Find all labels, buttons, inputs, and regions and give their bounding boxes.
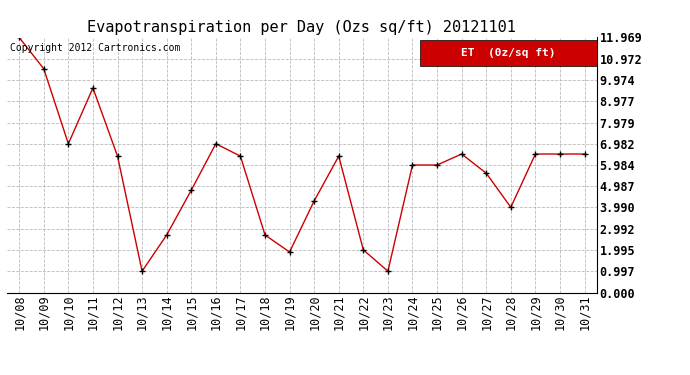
Text: ET  (0z/sq ft): ET (0z/sq ft) xyxy=(461,48,555,58)
FancyBboxPatch shape xyxy=(420,40,597,66)
Title: Evapotranspiration per Day (Ozs sq/ft) 20121101: Evapotranspiration per Day (Ozs sq/ft) 2… xyxy=(88,20,516,35)
Text: Copyright 2012 Cartronics.com: Copyright 2012 Cartronics.com xyxy=(10,43,180,52)
